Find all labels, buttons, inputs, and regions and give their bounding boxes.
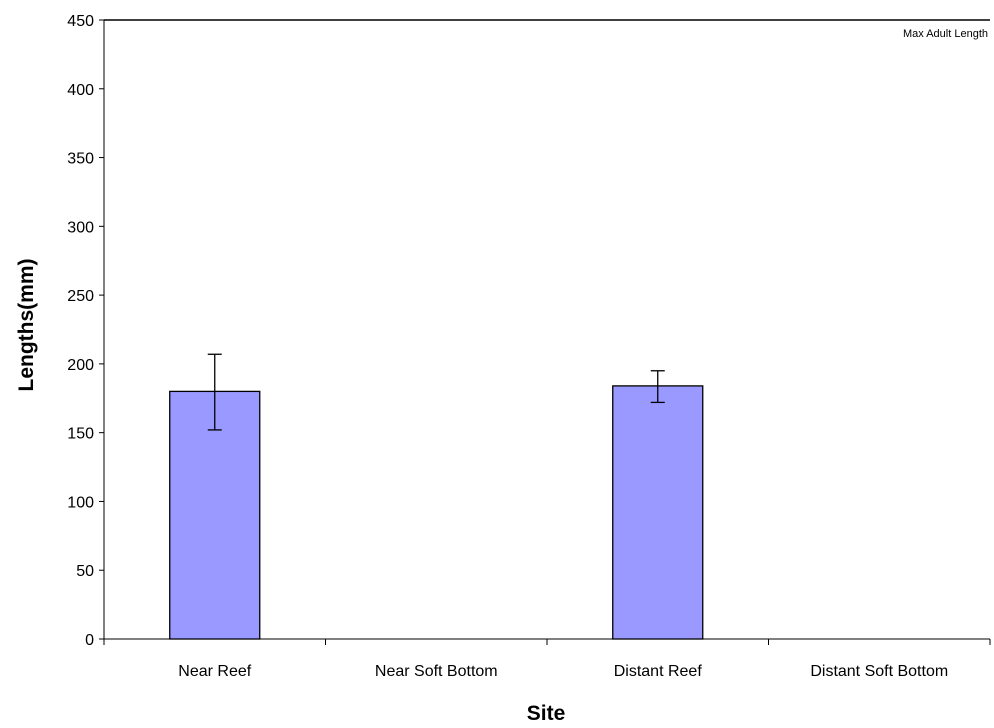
y-tick-label: 200 (67, 357, 94, 374)
x-tick-label: Near Reef (178, 663, 251, 680)
max-adult-length-label: Max Adult Length (903, 28, 988, 40)
x-tick-label: Distant Soft Bottom (810, 663, 948, 680)
plot-area: 0 50 100 150 200 250 300 350 400 450 Near Reef Near… (67, 13, 991, 680)
y-axis-title: Lengths(mm) (15, 259, 38, 392)
y-tick-label: 300 (67, 219, 94, 236)
y-tick-label: 450 (67, 13, 94, 30)
x-axis-title: Site (527, 702, 566, 725)
y-tick-label: 400 (67, 82, 94, 99)
y-tick-label: 150 (67, 426, 94, 443)
bar (612, 385, 704, 640)
y-tick-label: 50 (76, 563, 94, 580)
y-tick-label: 250 (67, 288, 94, 305)
y-tick-label: 0 (85, 632, 94, 649)
x-tick-label: Distant Reef (614, 663, 703, 680)
x-tick-label: Near Soft Bottom (375, 663, 498, 680)
y-tick-label: 350 (67, 151, 94, 168)
y-tick-label: 100 (67, 494, 94, 511)
bar (169, 390, 261, 640)
